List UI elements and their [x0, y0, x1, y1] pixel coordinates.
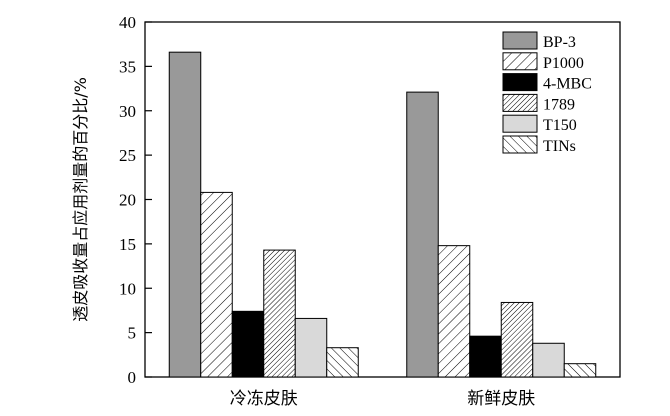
y-tick-label: 10: [119, 279, 136, 298]
y-tick-label: 40: [119, 13, 136, 32]
bar-bp-3-0: [168, 51, 202, 378]
bar-tins-1: [563, 363, 597, 378]
y-axis: 0 5 10 15 20 25 30 35 40: [119, 13, 152, 387]
bar-t150-1: [532, 342, 565, 378]
bar-4-mbc-1: [469, 335, 502, 378]
bar-bp-3-1: [406, 91, 439, 378]
x-category-label: 新鲜皮肤: [467, 389, 535, 409]
y-tick-label: 30: [119, 102, 136, 121]
y-tick-label: 25: [119, 146, 136, 165]
bars-group: [168, 51, 597, 378]
legend-swatch: [502, 52, 538, 71]
bar-t150-0: [294, 317, 328, 378]
bar-1789-0: [263, 249, 296, 378]
bar-p1000-1: [437, 245, 471, 378]
legend: BP-3 P1000 4-MBC 1789 T150 TINs: [502, 31, 592, 155]
y-tick-label: 5: [128, 324, 137, 343]
y-tick-label: 20: [119, 191, 136, 210]
x-category-label: 冷冻皮肤: [230, 389, 298, 409]
bar-tins-0: [326, 347, 359, 378]
legend-label: T150: [543, 117, 577, 134]
legend-label: P1000: [543, 55, 584, 72]
legend-swatch: [502, 31, 538, 50]
legend-swatch: [502, 73, 538, 92]
y-tick-label: 35: [119, 57, 136, 76]
bar-4-mbc-0: [231, 310, 265, 378]
bar-1789-1: [500, 301, 534, 378]
legend-label: 4-MBC: [543, 76, 592, 93]
legend-swatch: [502, 135, 538, 154]
y-axis-label: 透皮吸收量占应用剂量的百分比/%: [71, 77, 90, 322]
y-tick-label: 15: [119, 235, 136, 254]
legend-label: 1789: [543, 96, 575, 113]
y-tick-label: 0: [128, 368, 137, 387]
legend-label: BP-3: [543, 34, 576, 51]
legend-label: TINs: [543, 138, 576, 155]
legend-swatch: [502, 114, 538, 133]
bar-p1000-0: [200, 191, 233, 378]
legend-swatch: [502, 93, 538, 112]
x-axis: 冷冻皮肤 新鲜皮肤: [230, 389, 536, 409]
